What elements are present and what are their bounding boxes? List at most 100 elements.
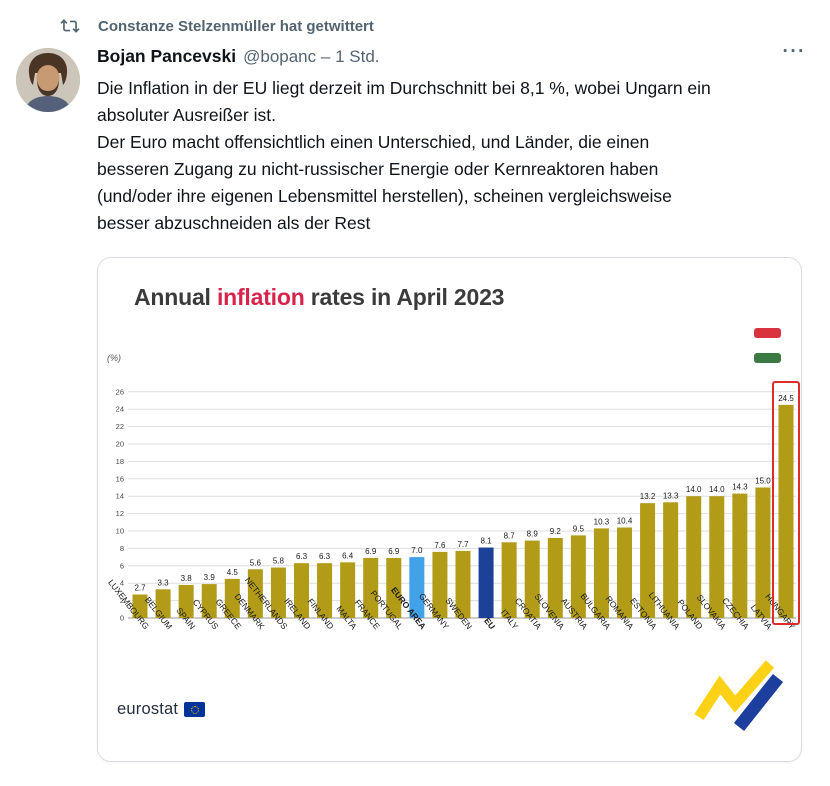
chart-bar-malta [340, 562, 356, 618]
y-tick-label: 8 [120, 544, 124, 553]
tweet-body: Bojan Pancevski @bopanc – 1 Std. ··· Die… [0, 36, 830, 762]
bar-value-label: 7.0 [411, 546, 423, 555]
bar-value-label: 14.0 [686, 485, 702, 494]
chart-bar-slovakia [709, 496, 725, 618]
eurostat-logo-text: eurostat [117, 700, 179, 718]
y-tick-label: 18 [116, 457, 124, 466]
author-row: Bojan Pancevski @bopanc – 1 Std. ··· [97, 42, 804, 67]
y-tick-label: 16 [116, 474, 124, 483]
bar-value-label: 3.8 [181, 574, 193, 583]
y-tick-label: 26 [116, 387, 124, 396]
bar-value-label: 14.0 [709, 485, 725, 494]
chart-image[interactable]: Annual inflation rates in April 2023 (%)… [97, 257, 802, 762]
hungary-flag-green-stripe [754, 353, 781, 363]
chart-bar-italy [501, 542, 517, 618]
bar-value-label: 9.2 [550, 527, 562, 536]
chart-title-suffix: rates in April 2023 [304, 284, 505, 310]
chart-bar-euro-area [409, 557, 425, 618]
tweet-time[interactable]: 1 Std. [335, 47, 380, 66]
y-tick-label: 6 [120, 561, 124, 570]
bar-value-label: 13.3 [663, 491, 679, 500]
chart-title-prefix: Annual [134, 284, 217, 310]
chart-bar-hungary [778, 404, 794, 618]
bar-value-label: 6.9 [365, 547, 377, 556]
chart-bar-romania [617, 527, 632, 618]
chart-title-highlight: inflation [216, 284, 305, 310]
avatar[interactable] [16, 48, 80, 112]
chart-bar-croatia [524, 540, 540, 618]
chart-bar-slovenia [547, 537, 563, 618]
y-tick-label: 24 [116, 405, 124, 414]
bar-value-label: 7.6 [434, 541, 446, 550]
hungary-flag [754, 328, 781, 363]
y-tick-label: 0 [120, 614, 124, 623]
bar-value-label: 24.5 [778, 394, 794, 403]
y-tick-label: 12 [116, 509, 124, 518]
bar-value-label: 10.4 [617, 517, 633, 526]
bar-value-label: 8.9 [527, 530, 539, 539]
chart-bar-belgium [155, 589, 171, 618]
bar-value-label: 14.3 [732, 483, 748, 492]
chart-bar-france [363, 557, 379, 618]
bar-value-label: 8.1 [481, 537, 493, 546]
y-tick-label: 10 [116, 527, 124, 536]
bar-value-label: 6.3 [319, 552, 331, 561]
y-tick-label: 4 [120, 579, 124, 588]
chart-bar-finland [317, 563, 333, 618]
hungary-highlight-box [772, 381, 800, 625]
chart-title: Annual inflation rates in April 2023 [134, 284, 504, 311]
eu-flag-emblem [184, 702, 206, 717]
chart-bar-czechia [732, 493, 748, 618]
bar-value-label: 7.7 [457, 540, 469, 549]
bar-value-label: 5.8 [273, 557, 285, 566]
chart-bar-poland [686, 496, 702, 618]
author-handle[interactable]: @bopanc [243, 47, 317, 66]
chart-bar-austria [570, 535, 586, 618]
retweet-icon [60, 16, 80, 36]
retweet-header: Constanze Stelzenmüller hat getwittert [0, 0, 830, 36]
author-name[interactable]: Bojan Pancevski [97, 46, 237, 66]
time-separator: – [320, 47, 331, 66]
chart-bar-lithuania [663, 502, 679, 618]
chart-bar-eu [478, 547, 494, 618]
chart-bar-spain [178, 584, 194, 618]
y-tick-label: 14 [116, 492, 124, 501]
chart-bar-sweden [455, 551, 471, 618]
y-tick-label: 20 [116, 440, 124, 449]
chart-bar-ireland [294, 563, 309, 618]
more-icon[interactable]: ··· [782, 41, 806, 62]
y-tick-label: 2 [120, 596, 124, 605]
retweet-header-text[interactable]: Constanze Stelzenmüller hat getwittert [98, 17, 374, 35]
bar-value-label: 5.6 [250, 558, 262, 567]
bar-value-label: 9.5 [573, 524, 585, 533]
eurostat-logo: eurostat [117, 700, 206, 719]
bar-value-label: 3.9 [204, 573, 216, 582]
bar-value-label: 6.3 [296, 552, 308, 561]
chart-bar-latvia [755, 487, 771, 618]
chart-bar-luxembourg [132, 594, 148, 618]
eu-stars-circle [190, 705, 199, 714]
hungary-flag-red-stripe [754, 328, 781, 338]
y-tick-label: 22 [116, 422, 124, 431]
chart-bar-greece [224, 578, 240, 618]
bar-value-label: 13.2 [640, 492, 656, 501]
chart-bar-bulgaria [593, 528, 609, 618]
chart-bar-portugal [386, 557, 402, 618]
chart-bar-estonia [640, 503, 656, 618]
bar-value-label: 6.4 [342, 551, 354, 560]
unit-label: (%) [107, 353, 121, 363]
chart-bar-cyprus [201, 584, 217, 618]
eurostat-decoration [694, 660, 784, 732]
chart-bar-netherlands [270, 567, 286, 618]
bar-value-label: 4.5 [227, 568, 239, 577]
bar-value-label: 10.3 [594, 517, 610, 526]
bar-value-label: 15.0 [755, 477, 771, 486]
bar-value-label: 6.9 [388, 547, 400, 556]
bar-value-label: 3.3 [158, 578, 170, 587]
country-label-italy: ITALY [499, 607, 521, 631]
chart-bar-denmark [247, 569, 263, 618]
author-handle-time[interactable]: @bopanc – 1 Std. [243, 47, 379, 67]
bar-value-label: 8.7 [504, 531, 516, 540]
